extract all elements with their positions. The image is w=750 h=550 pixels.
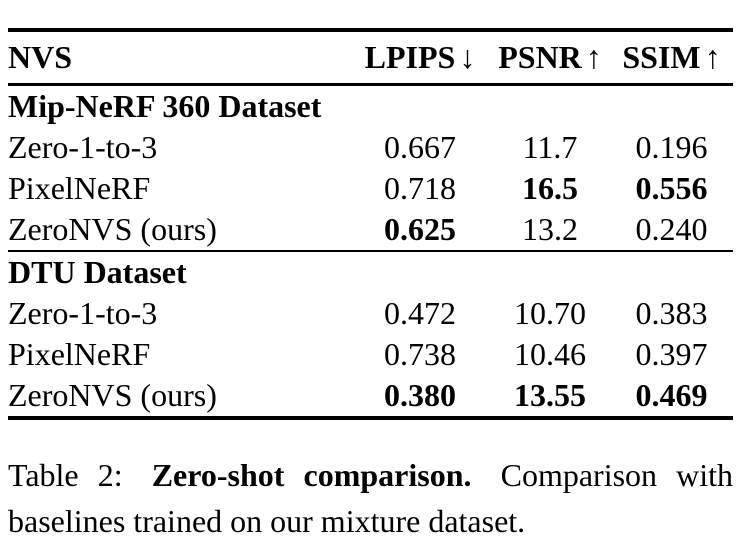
- down-arrow-icon: ↓: [459, 39, 476, 75]
- caption-label: Table 2:: [8, 457, 123, 493]
- cell-ssim: 0.397: [635, 336, 708, 372]
- table-row: Zero-1-to-3 0.472 10.70 0.383: [8, 293, 733, 334]
- caption-text: Comparison with baselines trained on our…: [8, 457, 734, 539]
- header-cell-lpips: LPIPS ↓: [350, 39, 490, 76]
- cell-lpips: 0.472: [384, 295, 456, 331]
- table-rule-top: [8, 28, 733, 32]
- cell-ssim: 0.196: [635, 128, 708, 165]
- cell-lpips: 0.380: [384, 377, 456, 413]
- up-arrow-icon: ↑: [585, 39, 602, 75]
- cell-method: PixelNeRF: [8, 169, 151, 206]
- cell-ssim: 0.383: [635, 295, 708, 331]
- cell-lpips: 0.667: [384, 128, 456, 165]
- header-cell-ssim: SSIM ↑: [610, 39, 733, 76]
- cell-psnr: 13.2: [522, 210, 578, 247]
- section-title-dtu: DTU Dataset: [8, 252, 733, 293]
- cell-method: ZeroNVS (ours): [8, 210, 217, 247]
- header-ssim-label: SSIM: [622, 39, 701, 75]
- cell-psnr: 13.55: [514, 377, 586, 413]
- table-rule-header-bottom: [8, 83, 733, 86]
- cell-method: ZeroNVS (ours): [8, 377, 217, 413]
- cell-psnr: 11.7: [522, 128, 578, 165]
- table-header-row: NVS LPIPS ↓ PSNR ↑ SSIM ↑: [8, 32, 733, 83]
- cell-lpips: 0.738: [384, 336, 456, 372]
- cell-ssim: 0.469: [635, 377, 708, 413]
- table-row: ZeroNVS (ours) 0.380 13.55 0.469: [8, 375, 733, 416]
- cell-method: Zero-1-to-3: [8, 128, 158, 165]
- cell-method: PixelNeRF: [8, 336, 151, 372]
- header-lpips-label: LPIPS: [364, 39, 456, 75]
- section-title-text: DTU Dataset: [8, 254, 187, 290]
- table-row: PixelNeRF 0.738 10.46 0.397: [8, 334, 733, 375]
- cell-psnr: 10.46: [514, 336, 586, 372]
- table-rule-bottom: [8, 416, 733, 420]
- header-psnr-label: PSNR: [498, 39, 582, 75]
- cell-ssim: 0.556: [635, 169, 708, 206]
- table-row: ZeroNVS (ours) 0.625 13.2 0.240: [8, 209, 733, 250]
- header-cell-psnr: PSNR ↑: [490, 39, 610, 76]
- table-row: PixelNeRF 0.718 16.5 0.556: [8, 168, 733, 209]
- cell-method: Zero-1-to-3: [8, 295, 158, 331]
- cell-psnr: 16.5: [522, 169, 578, 206]
- cell-psnr: 10.70: [514, 295, 586, 331]
- caption-title: Zero-shot comparison: [151, 457, 464, 493]
- cell-ssim: 0.240: [635, 210, 708, 247]
- section-title-mipnerf360: Mip-NeRF 360 Dataset: [8, 86, 733, 127]
- section-title-text: Mip-NeRF 360 Dataset: [8, 87, 322, 124]
- cell-lpips: 0.718: [384, 169, 456, 206]
- table-caption: Table 2: Zero-shot comparison. Compariso…: [8, 452, 733, 544]
- header-cell-method: NVS: [8, 39, 73, 75]
- table-row: Zero-1-to-3 0.667 11.7 0.196: [8, 127, 733, 168]
- cell-lpips: 0.625: [384, 210, 456, 247]
- caption-title-period: .: [463, 457, 472, 493]
- up-arrow-icon: ↑: [704, 39, 721, 75]
- table-rule-section-divider: [8, 249, 733, 252]
